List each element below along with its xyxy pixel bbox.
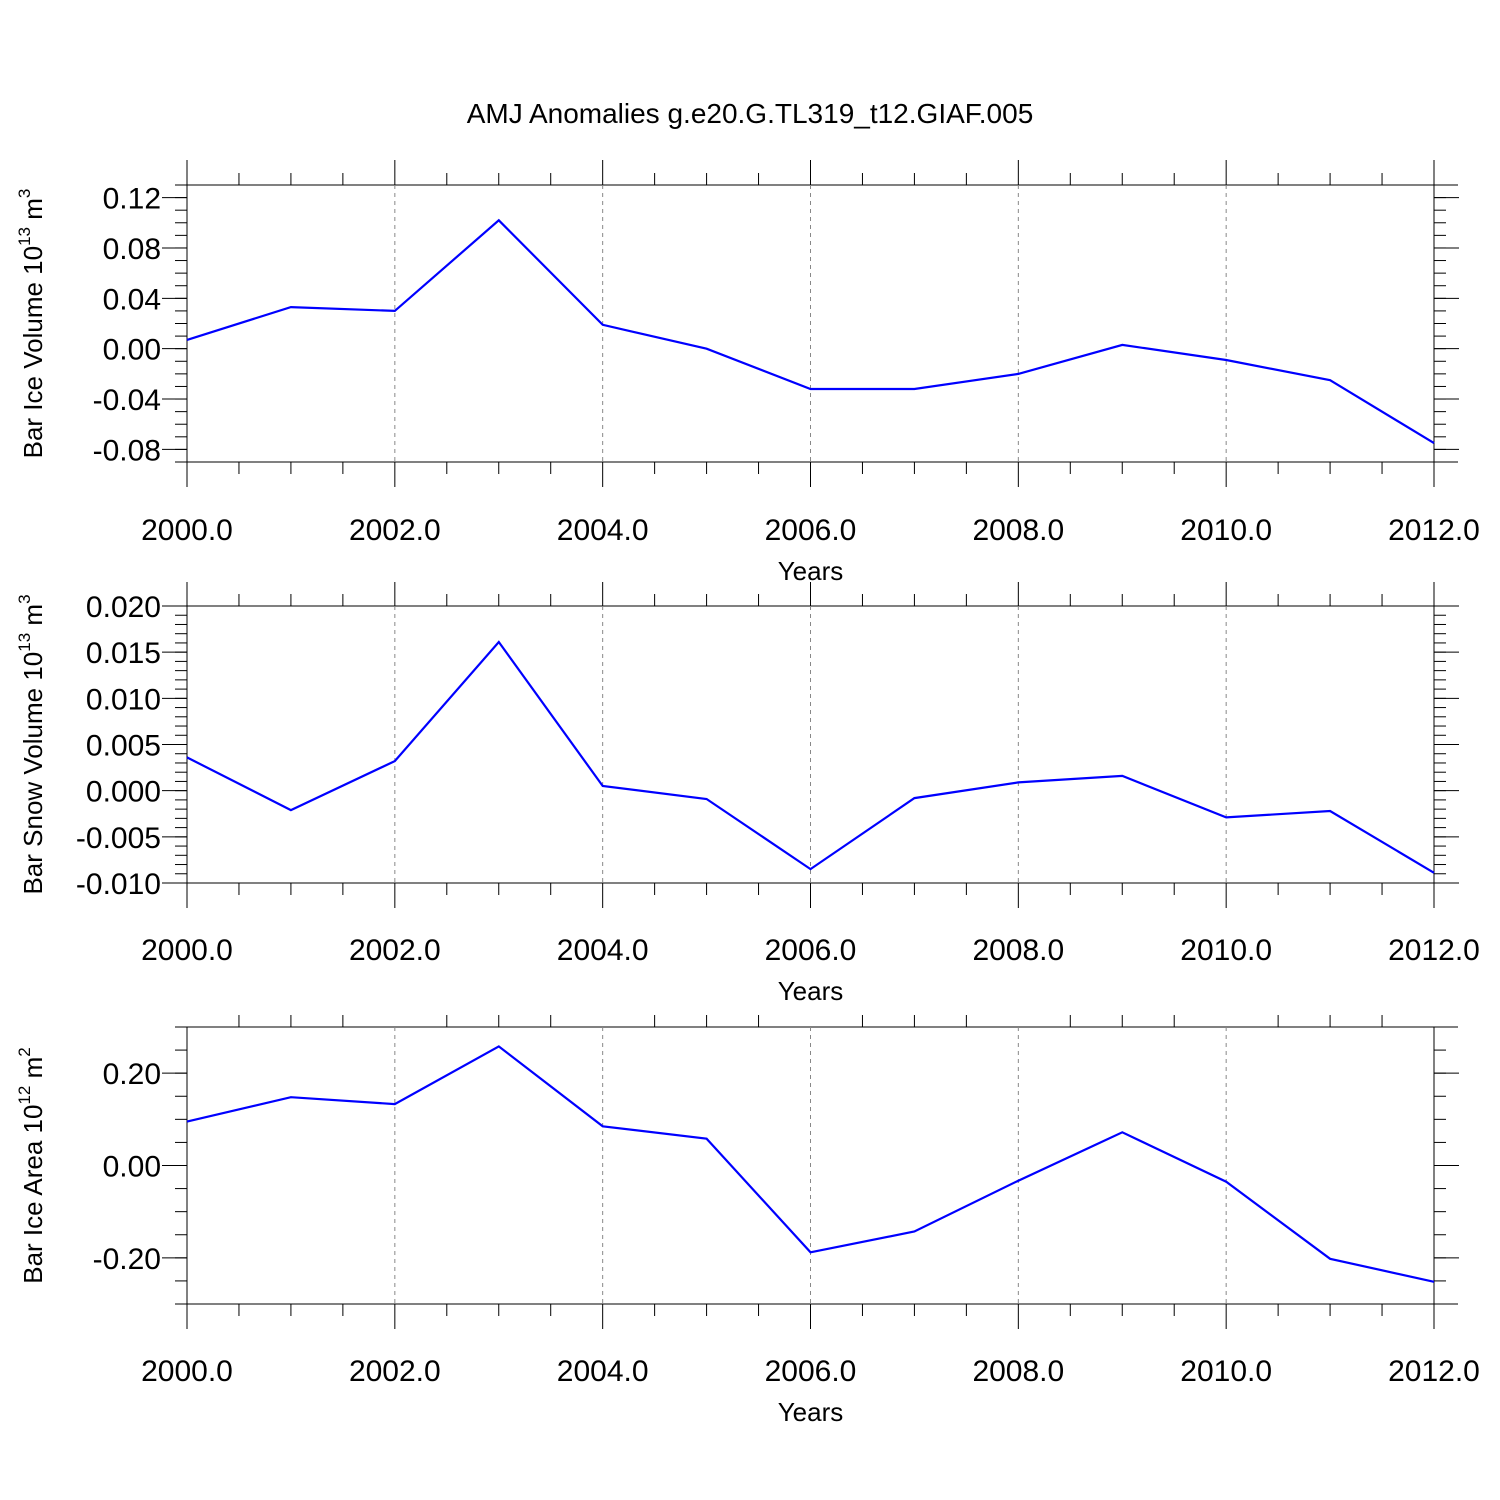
x-axis-title: Years [778,556,844,586]
x-tick-label: 2012.0 [1388,934,1480,967]
x-tick-label: 2010.0 [1180,934,1272,967]
x-tick-label: 2002.0 [349,1355,441,1388]
x-tick-label: 2000.0 [141,934,233,967]
x-tick-label: 2004.0 [557,1355,649,1388]
x-tick-label: 2012.0 [1388,1355,1480,1388]
figure-title: AMJ Anomalies g.e20.G.TL319_t12.GIAF.005 [467,98,1034,129]
y-axis-title-main: Bar Ice Area 10 [18,1105,48,1284]
y-axis-title-unit: m [18,198,48,227]
x-tick-label: 2010.0 [1180,1355,1272,1388]
y-axis-title: Bar Ice Volume 1013 m3 [15,189,48,459]
chart-panel-snow-volume: 2000.0 2002.0 2004.0 2006.0 2008.0 2010.0 2012… [15,582,1480,1006]
series-line-ice-volume [186,218,1435,445]
y-axis-title-main: Bar Ice Volume 10 [18,246,48,458]
x-tick-label: 2008.0 [972,1355,1064,1388]
y-axis-title-unit-exponent: 2 [15,1047,34,1056]
x-tick-label: 2012.0 [1388,514,1480,547]
x-axis-title: Years [778,1397,844,1427]
chart-panel-ice-area: 2000.0 2002.0 2004.0 2006.0 2008.0 2010.0 2012… [15,1015,1480,1427]
y-axis-title-unit: m [18,1057,48,1086]
y-tick-label: 0.015 [86,637,161,670]
x-tick-label: 2006.0 [765,1355,857,1388]
y-axis-title-unit-exponent: 3 [15,189,34,198]
y-axis-title-exponent: 13 [15,227,34,246]
x-tick-label: 2004.0 [557,514,649,547]
y-tick-label: 0.010 [86,683,161,716]
y-tick-label: -0.04 [93,384,161,417]
y-axis-title: Bar Snow Volume 1013 m3 [15,594,48,894]
y-tick-label: 0.08 [103,233,161,266]
x-tick-label: 2008.0 [972,514,1064,547]
y-tick-label: -0.010 [76,868,161,901]
x-tick-label: 2006.0 [765,934,857,967]
y-tick-label: 0.20 [103,1058,161,1091]
y-tick-label: 0.04 [103,283,161,316]
y-axis-title-exponent: 13 [15,633,34,652]
x-tick-label: 2006.0 [765,514,857,547]
x-tick-label: 2008.0 [972,934,1064,967]
y-tick-label: 0.005 [86,730,161,763]
x-tick-label: 2010.0 [1180,514,1272,547]
x-tick-label: 2000.0 [141,1355,233,1388]
y-axis-title-exponent: 12 [15,1086,34,1105]
y-tick-label: 0.00 [103,334,161,367]
y-tick-label: 0.000 [86,776,161,809]
x-tick-label: 2000.0 [141,514,233,547]
x-tick-label: 2002.0 [349,514,441,547]
y-axis-title-unit-exponent: 3 [15,594,34,603]
series-line-snow-volume [186,640,1435,874]
y-tick-label: -0.005 [76,822,161,855]
x-tick-label: 2002.0 [349,934,441,967]
y-tick-label: -0.08 [93,434,161,467]
chart-panel-ice-volume: 2000.0 2002.0 2004.0 2006.0 2008.0 2010.0 2012… [15,160,1480,586]
y-tick-label: 0.020 [86,591,161,624]
y-tick-label: -0.20 [93,1243,161,1276]
y-tick-label: 0.00 [103,1151,161,1184]
x-axis-title: Years [778,976,844,1006]
y-tick-label: 0.12 [103,183,161,216]
y-axis-title-unit: m [18,604,48,633]
series-line-ice-area [186,1045,1435,1283]
x-tick-label: 2004.0 [557,934,649,967]
y-axis-title: Bar Ice Area 1012 m2 [15,1047,48,1284]
y-axis-title-main: Bar Snow Volume 10 [18,652,48,895]
